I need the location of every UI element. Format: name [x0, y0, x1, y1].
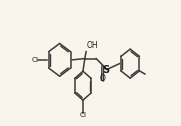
Text: Cl: Cl [31, 57, 39, 63]
Text: Cl: Cl [79, 112, 87, 118]
Text: S: S [102, 65, 110, 75]
Text: OH: OH [87, 41, 98, 51]
Text: O: O [99, 74, 105, 83]
